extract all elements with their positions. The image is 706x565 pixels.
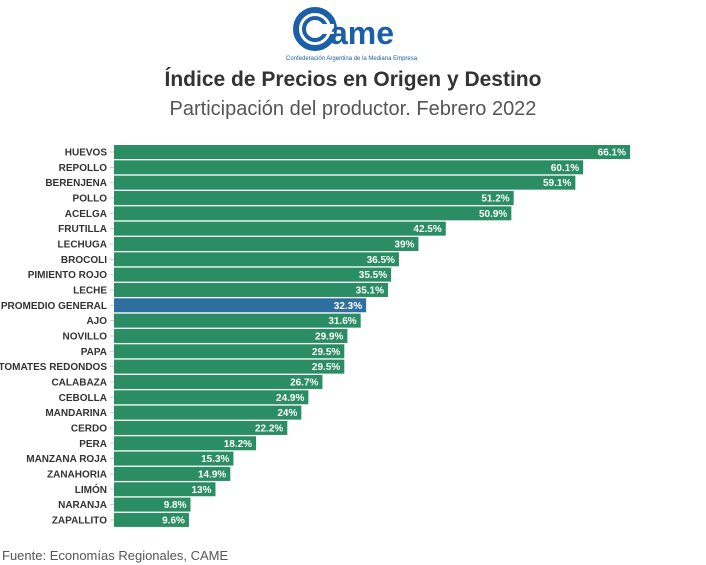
category-label: CERDO: [71, 423, 107, 434]
value-label: 14.9%: [198, 469, 226, 480]
bar: [114, 359, 345, 374]
bar: [114, 145, 630, 159]
bar: [114, 282, 389, 297]
bar: [114, 160, 584, 175]
category-label: ACELGA: [65, 209, 107, 220]
logo-tagline: Confederación Argentina de la Mediana Em…: [286, 56, 418, 62]
bar: [114, 482, 216, 497]
category-label: BERENJENA: [45, 178, 107, 189]
value-label: 35.1%: [356, 285, 384, 296]
category-label: PIMIENTO ROJO: [28, 270, 107, 281]
value-label: 15.3%: [201, 454, 229, 465]
value-label: 29.5%: [312, 347, 340, 358]
bar: [114, 298, 367, 313]
bar: [114, 221, 446, 236]
bar: [114, 420, 288, 435]
bar: [114, 267, 392, 282]
value-label: 50.9%: [479, 209, 507, 220]
bar: [114, 190, 514, 205]
value-label: 42.5%: [413, 224, 441, 235]
value-label: 18.2%: [224, 439, 252, 450]
category-label: CALABAZA: [51, 377, 107, 388]
bar: [114, 497, 191, 512]
value-label: 36.5%: [367, 255, 395, 266]
value-label: 9.8%: [164, 500, 187, 511]
value-label: 51.2%: [481, 193, 509, 204]
category-label: FRUTILLA: [58, 224, 107, 235]
category-label: LIMÓN: [75, 483, 107, 496]
category-label: CEBOLLA: [59, 393, 107, 404]
value-label: 39%: [394, 239, 414, 250]
value-label: 60.1%: [551, 163, 579, 174]
bar: [114, 175, 576, 190]
category-label: MANDARINA: [45, 408, 107, 419]
chart-subtitle: Participación del productor. Febrero 202…: [169, 98, 537, 120]
bar: [114, 313, 361, 328]
bar: [114, 466, 231, 481]
bar: [114, 390, 309, 405]
category-label: ZANAHORIA: [47, 469, 107, 480]
bar: [114, 328, 348, 343]
category-label: AJO: [86, 316, 107, 327]
category-label: NOVILLO: [63, 331, 108, 342]
bar: [114, 512, 189, 527]
value-label: 59.1%: [543, 178, 571, 189]
bar-chart: HUEVOS 66.1% REPOLLO 60.1% BERENJENA 59.1% POL…: [0, 145, 630, 527]
value-label: 35.5%: [359, 270, 387, 281]
value-label: 32.3%: [334, 301, 362, 312]
value-label: 24%: [277, 408, 297, 419]
category-label: LECHE: [73, 285, 107, 296]
category-label: HUEVOS: [65, 148, 108, 159]
category-label: PAPA: [81, 347, 107, 358]
category-label: POLLO: [73, 193, 108, 204]
value-label: 29.9%: [315, 331, 343, 342]
bar: [114, 451, 234, 466]
source-note: Fuente: Economías Regionales, CAME: [2, 548, 229, 563]
came-logo: ame Confederación Argentina de la Median…: [286, 7, 418, 62]
value-label: 13%: [191, 485, 211, 496]
bar: [114, 436, 257, 451]
value-label: 22.2%: [255, 423, 283, 434]
svg-text:ame: ame: [330, 15, 394, 51]
value-label: 31.6%: [328, 316, 356, 327]
value-label: 9.6%: [162, 515, 185, 526]
bar: [114, 405, 302, 420]
category-label: BROCOLI: [61, 255, 107, 266]
category-label: REPOLLO: [59, 163, 108, 174]
bar: [114, 252, 399, 267]
chart-title: Índice de Precios en Origen y Destino: [164, 68, 542, 91]
category-label: PROMEDIO GENERAL: [1, 301, 107, 312]
category-label: NARANJA: [58, 500, 107, 511]
value-label: 66.1%: [598, 148, 626, 159]
bar: [114, 374, 323, 389]
value-label: 29.5%: [312, 362, 340, 373]
bar: [114, 236, 419, 251]
value-label: 26.7%: [290, 377, 318, 388]
category-label: LECHUGA: [58, 239, 107, 250]
category-label: ZAPALLITO: [52, 515, 107, 526]
bar: [114, 206, 512, 221]
value-label: 24.9%: [276, 393, 304, 404]
category-label: MANZANA ROJA: [26, 454, 107, 465]
category-label: TOMATES REDONDOS: [0, 362, 107, 373]
category-label: PERA: [79, 439, 107, 450]
bar: [114, 344, 345, 359]
